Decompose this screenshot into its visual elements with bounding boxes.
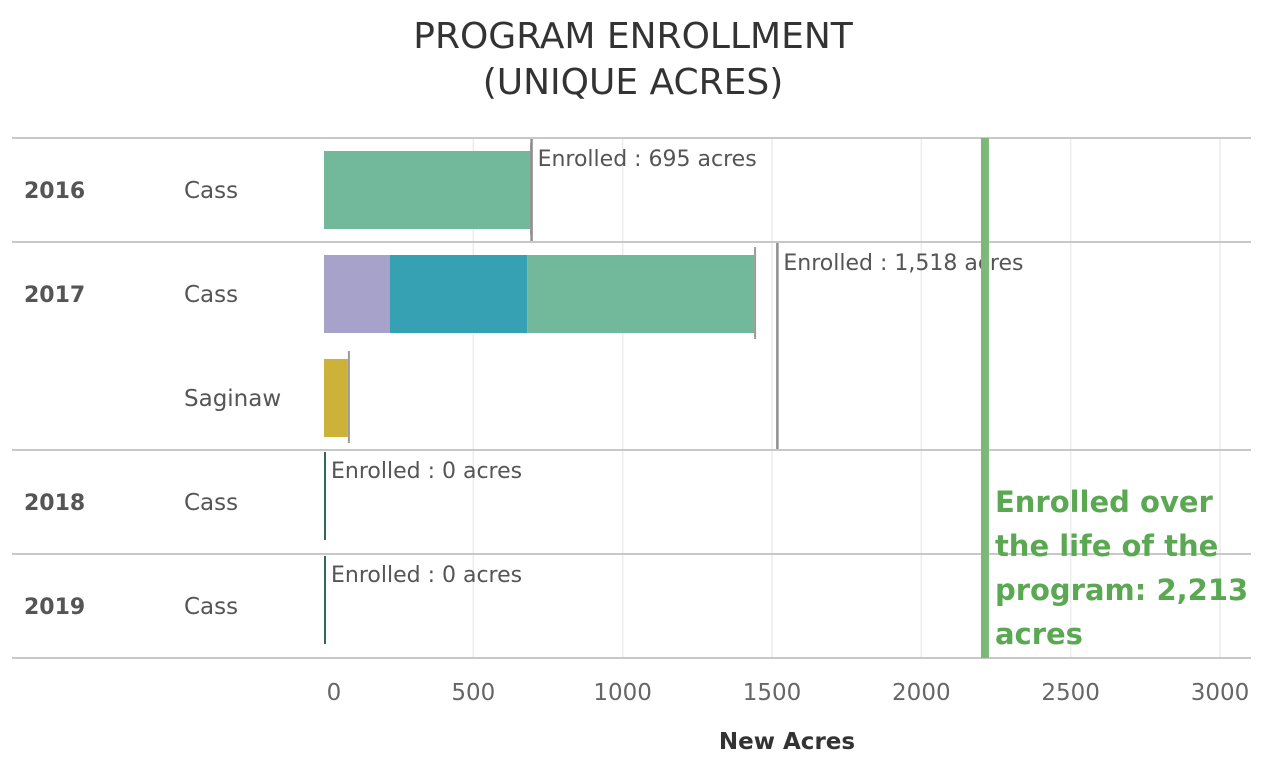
x-axis-title: New Acres bbox=[719, 729, 855, 755]
lifetime-label: program: 2,213 bbox=[995, 573, 1248, 607]
lifetime-label: the life of the bbox=[995, 529, 1218, 563]
county-label: Cass bbox=[184, 594, 238, 620]
x-tick-label: 2000 bbox=[892, 680, 951, 706]
chart-title-line-1: PROGRAM ENROLLMENT bbox=[413, 16, 853, 57]
chart-title: PROGRAM ENROLLMENT (UNIQUE ACRES) bbox=[0, 14, 1266, 106]
bar-segment bbox=[324, 359, 348, 437]
enrolled-label: Enrolled : 0 acres bbox=[331, 563, 522, 588]
enrolled-label: Enrolled : 695 acres bbox=[538, 147, 757, 172]
lifetime-label: Enrolled over bbox=[995, 485, 1214, 519]
x-tick-label: 500 bbox=[451, 680, 495, 706]
lifetime-reference-line bbox=[980, 138, 989, 658]
year-label: 2019 bbox=[24, 595, 85, 620]
year-label: 2017 bbox=[24, 283, 85, 308]
county-label: Cass bbox=[184, 490, 238, 516]
year-label: 2016 bbox=[24, 179, 85, 204]
chart-title-line-2: (UNIQUE ACRES) bbox=[482, 62, 784, 103]
lifetime-label: acres bbox=[995, 617, 1083, 651]
x-tick-label: 2500 bbox=[1041, 680, 1100, 706]
x-tick-label: 1000 bbox=[593, 680, 652, 706]
county-label: Saginaw bbox=[184, 386, 281, 412]
enrolled-label: Enrolled : 0 acres bbox=[331, 459, 522, 484]
x-tick-label: 0 bbox=[327, 680, 342, 706]
x-tick-label: 3000 bbox=[1191, 680, 1250, 706]
year-label: 2018 bbox=[24, 491, 85, 516]
bar-segment bbox=[389, 255, 528, 333]
county-label: Cass bbox=[184, 178, 238, 204]
bar-segment bbox=[527, 255, 755, 333]
x-tick-label: 1500 bbox=[743, 680, 802, 706]
bar-segment bbox=[324, 151, 531, 229]
county-label: Cass bbox=[184, 282, 238, 308]
bar-segment bbox=[324, 255, 390, 333]
